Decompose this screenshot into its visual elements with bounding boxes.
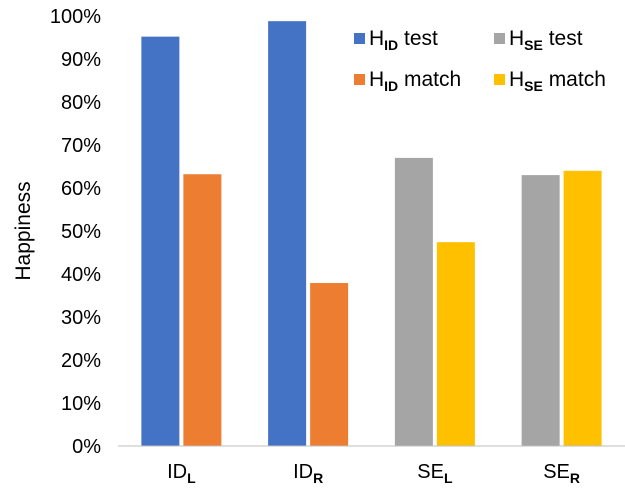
y-tick-label: 60% bbox=[61, 178, 101, 200]
legend-swatch-hse_test bbox=[494, 33, 505, 44]
legend-label-hse_match: HSE match bbox=[509, 68, 606, 94]
x-tick-label: IDR bbox=[293, 461, 323, 486]
y-tick-label: 20% bbox=[61, 350, 101, 372]
y-tick-label: 100% bbox=[50, 6, 101, 28]
bar-hid_test bbox=[141, 36, 180, 446]
bar-hse_match bbox=[563, 170, 602, 447]
x-axis-labels: IDL IDR SEL SER bbox=[167, 461, 580, 486]
x-tick-sub: L bbox=[444, 470, 453, 486]
x-tick-main: ID bbox=[293, 461, 313, 483]
legend-swatch-hse_match bbox=[494, 74, 505, 85]
legend: HID test HSE test HID match HSE match bbox=[354, 27, 606, 94]
y-tick-label: 90% bbox=[61, 49, 101, 71]
y-tick-label: 40% bbox=[61, 264, 101, 286]
bars bbox=[141, 21, 602, 447]
legend-label-hse_test: HSE test bbox=[509, 27, 583, 53]
bar-hid_match bbox=[310, 283, 349, 446]
x-tick-main: SE bbox=[417, 461, 444, 483]
x-tick-sub: R bbox=[313, 470, 323, 486]
x-tick-label: IDL bbox=[167, 461, 196, 486]
x-tick-main: ID bbox=[167, 461, 187, 483]
legend-label-hid_test: HID test bbox=[369, 27, 438, 53]
legend-swatch-hid_match bbox=[354, 74, 365, 85]
y-tick-label: 80% bbox=[61, 92, 101, 114]
x-tick-main: SE bbox=[543, 461, 570, 483]
x-tick-sub: L bbox=[187, 470, 196, 486]
bar-hse_test bbox=[521, 175, 560, 446]
y-tick-label: 50% bbox=[61, 221, 101, 243]
bar-hse_test bbox=[394, 157, 433, 446]
y-tick-label: 70% bbox=[61, 135, 101, 157]
legend-label-hid_match: HID match bbox=[369, 68, 461, 94]
y-axis-ticks: 0% 10% 20% 30% 40% 50% 60% 70% 80% 90% 100% bbox=[50, 6, 101, 458]
bar-hid_match bbox=[183, 174, 222, 447]
y-tick-label: 30% bbox=[61, 307, 101, 329]
bar-hse_match bbox=[436, 242, 475, 446]
x-tick-label: SER bbox=[543, 461, 580, 486]
y-axis-title: Happiness bbox=[12, 181, 35, 280]
legend-swatch-hid_test bbox=[354, 33, 365, 44]
y-tick-label: 10% bbox=[61, 393, 101, 415]
y-tick-label: 0% bbox=[72, 436, 101, 458]
x-tick-sub: R bbox=[570, 470, 580, 486]
x-tick-label: SEL bbox=[417, 461, 453, 486]
bar-hid_test bbox=[268, 21, 307, 446]
